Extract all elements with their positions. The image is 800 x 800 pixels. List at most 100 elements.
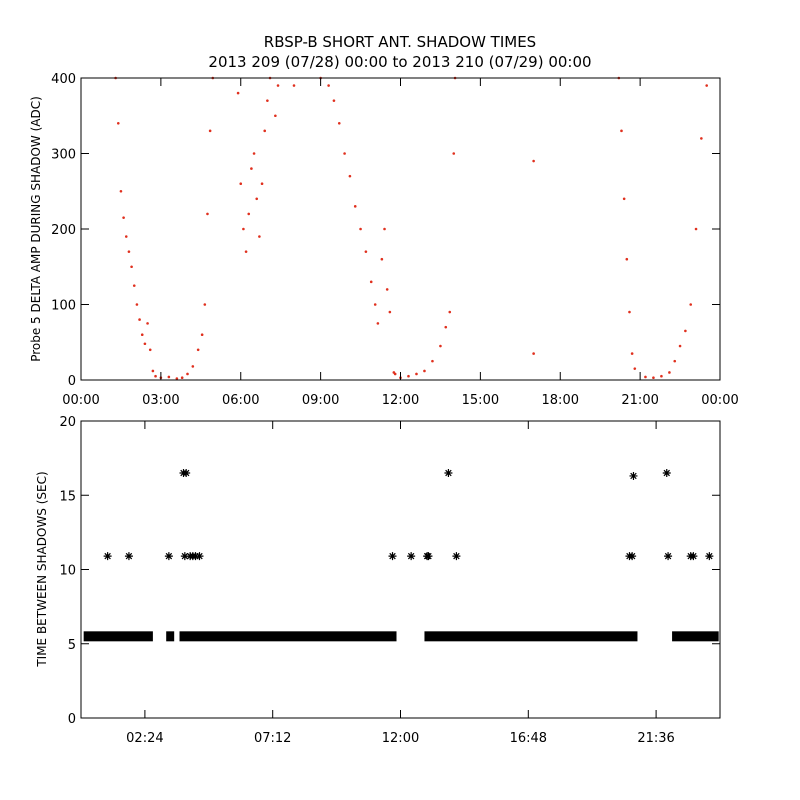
amplitude-point [652,376,655,380]
interval-points [83,468,719,642]
amplitude-point [630,352,634,355]
amplitude-axis-ticks: 00:00 03:00 06:00 09:00 12:00 15:00 18:00 21:00… [51,72,739,408]
interval-point [407,552,416,561]
interval-point [662,468,671,477]
amplitude-point [684,329,687,333]
amplitude-x-tick-label: 15:00 [462,393,499,408]
amplitude-point [260,182,264,185]
amplitude-point [369,280,373,284]
amplitude-y-tick-label: 400 [51,72,76,87]
amplitude-x-tick-label: 03:00 [142,393,179,408]
interval-point [124,552,133,561]
amplitude-point [239,182,243,185]
amplitude-x-tick-label: 12:00 [382,393,419,408]
amplitude-point [628,310,631,314]
interval-x-tick-label: 02:24 [126,731,163,746]
amplitude-x-tick-label: 09:00 [302,393,339,408]
interval-point [164,552,173,561]
amplitude-point [180,376,184,380]
amplitude-y-tick-label: 200 [51,223,76,238]
amplitude-x-tick-label: 00:00 [701,393,738,408]
amplitude-point [146,322,149,325]
amplitude-point [247,212,251,216]
amplitude-point [327,84,330,87]
amplitude-point [364,250,368,253]
amplitude-point [353,205,357,208]
amplitude-point [148,348,152,352]
amplitude-point [263,129,267,133]
amplitude-x-tick-label: 00:00 [62,393,99,408]
amplitude-point [206,212,209,216]
interval-x-tick-label: 21:36 [637,731,674,746]
interval-baseline-band [179,631,397,642]
amplitude-point [620,129,623,133]
amplitude-point [337,122,341,125]
amplitude-point [633,367,637,370]
chart-title-line2: 2013 209 (07/28) 00:00 to 2013 210 (07/2… [208,53,591,71]
amplitude-point [276,84,280,87]
amplitude-point [385,288,389,291]
amplitude-panel: 00:00 03:00 06:00 09:00 12:00 15:00 18:00 21:00… [29,72,739,408]
amplitude-point [393,372,397,376]
interval-point [629,471,638,480]
amplitude-point [376,322,380,325]
interval-x-tick-label: 07:12 [254,731,291,746]
amplitude-y-tick-label: 300 [51,148,76,163]
amplitude-point [167,375,171,379]
amplitude-point [694,227,698,231]
interval-point [664,552,673,561]
interval-baseline-band [83,631,153,642]
amplitude-point [431,359,434,363]
amplitude-point [242,227,245,231]
amplitude-point [208,129,212,133]
amplitude-point [673,359,677,363]
amplitude-point [625,257,629,261]
amplitude-point [407,374,410,378]
interval-point [103,552,112,561]
interval-baseline-band [166,631,175,642]
amplitude-point [252,152,256,155]
amplitude-y-axis-label: Probe 5 DELTA AMP DURING SHADOW (ADC) [29,96,43,362]
interval-point [444,468,453,477]
interval-y-tick-label: 0 [68,712,76,727]
interval-point [628,552,637,561]
interval-point [388,552,397,561]
interval-x-tick-label: 12:00 [382,731,419,746]
interval-point [452,552,461,561]
amplitude-point [439,344,442,348]
amplitude-point [274,114,277,118]
interval-point [182,468,191,477]
interval-axis-ticks: 02:24 07:12 12:00 16:48 21:36 0 5 10 15 20 [59,415,720,746]
amplitude-y-tick-label: 100 [51,299,76,314]
amplitude-point [143,342,147,346]
amplitude-point [444,325,448,329]
interval-baseline-band [672,631,719,642]
amplitude-point [644,375,647,379]
amplitude-point [532,159,535,163]
interval-point [195,552,204,561]
amplitude-point [236,91,240,95]
amplitude-point [343,152,346,155]
amplitude-point [196,348,200,352]
amplitude-point [705,84,708,87]
amplitude-point [700,137,703,140]
amplitude-point [332,99,336,102]
amplitude-point [186,372,189,376]
amplitude-point [244,250,248,253]
amplitude-point [124,235,128,238]
amplitude-x-tick-label: 06:00 [222,393,259,408]
amplitude-point [116,122,120,125]
amplitude-point [359,227,362,231]
interval-x-tick-label: 16:48 [510,731,547,746]
amplitude-point [448,310,452,314]
amplitude-points [114,76,708,380]
interval-point [705,552,714,561]
amplitude-point [200,333,204,337]
amplitude-point [452,152,456,155]
amplitude-y-tick-label: 0 [68,374,76,389]
amplitude-point [532,352,535,355]
interval-y-axis-label: TIME BETWEEN SHADOWS (SEC) [35,471,49,667]
amplitude-x-tick-label: 18:00 [542,393,579,408]
interval-baseline-band [424,631,638,642]
